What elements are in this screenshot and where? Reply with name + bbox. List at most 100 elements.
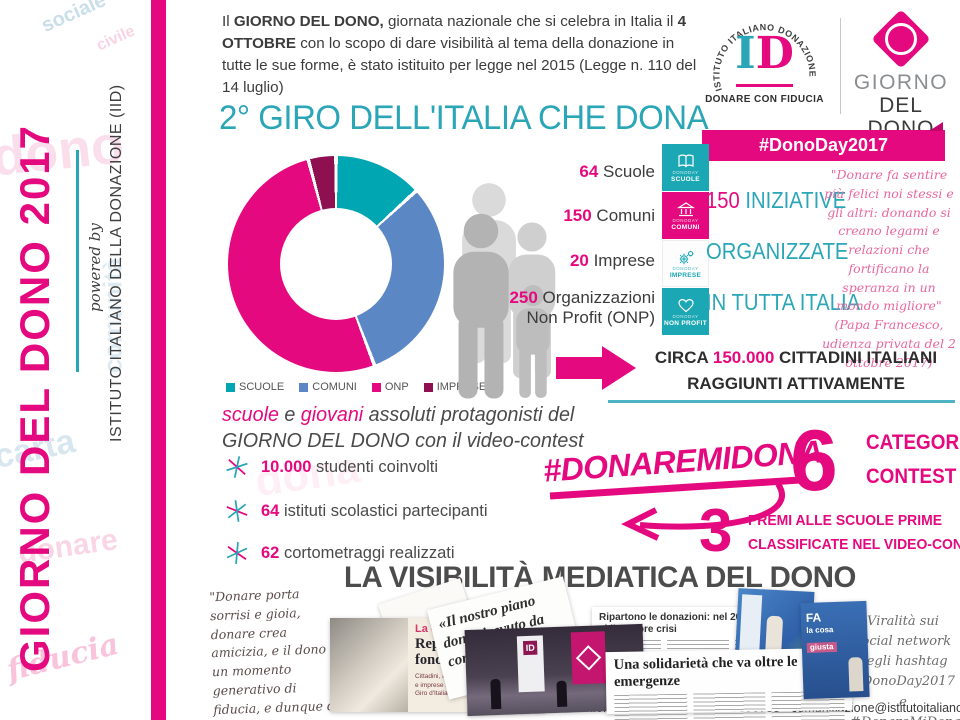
gears-icon <box>679 250 693 264</box>
six-label2: CONTEST <box>866 465 957 488</box>
magenta-accent-bar <box>151 0 166 720</box>
news-photo <box>330 618 408 712</box>
bullet-value: 10.000 <box>261 457 312 476</box>
organization-name-vertical: ISTITUTO ITALIANO DELLA DONAZIONE (IID) <box>108 84 125 442</box>
three-label2: CLASSIFICATE NEL VIDEO-CONTEST <box>748 536 960 553</box>
intro-word: assoluti protagonisti del <box>363 403 575 426</box>
badge-non-profit: DONODAY NON PROFIT <box>662 288 709 335</box>
tv-person <box>848 657 864 692</box>
monogram-d: D <box>755 28 794 79</box>
reach-statement: CIRCA 150.000 CITTADINI ITALIANI RAGGIUN… <box>636 345 956 396</box>
legend-item-scuole: SCUOLE <box>226 381 284 393</box>
monogram-i: I <box>735 28 756 79</box>
stage-banner: ID <box>516 635 545 693</box>
stage-monogram: ID <box>522 640 538 656</box>
mattarella-quote: "Donare porta sorrisi e gioia, donare cr… <box>209 584 343 720</box>
arrow-right-icon <box>556 346 636 390</box>
stage-figure <box>490 678 502 710</box>
powered-by-label: powered by <box>86 223 104 312</box>
iid-monogram: ID <box>702 32 827 76</box>
stat-value: 250 <box>509 288 538 307</box>
iid-arc-text: ISTITUTO ITALIANO DONAZIONE <box>711 22 817 92</box>
event-title-vertical: GIORNO DEL DONO 2017 <box>11 123 58 672</box>
intro-pink-word: giovani <box>300 403 364 426</box>
stat-onp: 250 Organizzazioni Non Profit (ONP) <box>505 288 655 329</box>
watermark-word: sociale <box>38 0 110 37</box>
stat-value: 150 <box>563 206 592 225</box>
iid-logo: ISTITUTO ITALIANO DONAZIONE ID DONARE CO… <box>702 8 836 128</box>
legend-label: COMUNI <box>312 381 357 393</box>
stat-value: 20 <box>569 251 589 270</box>
bullet-value: 64 <box>261 501 280 520</box>
stat-scuole: 64 Scuole <box>515 162 655 182</box>
monogram-underline <box>736 84 793 87</box>
intro-pink-word: scuole <box>222 403 279 426</box>
reach-line2: RAGGIUNTI ATTIVAMENTE <box>687 373 905 393</box>
section-title: 2° GIRO DELL'ITALIA CHE DONA <box>219 99 709 137</box>
stat-label: Comuni <box>591 206 655 225</box>
sidebar-divider-line <box>76 150 79 372</box>
stat-label: Imprese <box>588 251 655 270</box>
quote-text: "Donare porta sorrisi e gioia, donare cr… <box>209 586 339 720</box>
number-six: 6 <box>790 413 838 509</box>
badge-scuole: DONODAY SCUOLE <box>662 144 709 191</box>
logo-divider <box>840 18 841 114</box>
iniziative-line3: IN TUTTA ITALIA <box>706 289 861 315</box>
legend-swatch <box>226 382 235 392</box>
bullet-label: istituti scolastici partecipanti <box>279 501 488 520</box>
six-labels: CATEGORIE CONTEST <box>866 426 960 494</box>
hashtag-underline-arrow-icon <box>549 476 801 541</box>
iniziative-number: 150 <box>706 187 740 213</box>
person-silhouette-child <box>516 285 550 398</box>
intro-line2: GIORNO DEL DONO con il video-contest <box>222 428 584 452</box>
intro-paragraph: Il GIORNO DEL DONO, giornata nazionale c… <box>222 11 697 99</box>
tv-sidebar <box>739 594 763 656</box>
iid-tagline: DONARE CON FIDUCIA <box>705 94 824 105</box>
quote-attribution: (Papa Francesco, udienza privata del 2 o… <box>822 317 956 370</box>
asterisk-icon <box>226 542 248 564</box>
stage-banner-pink <box>570 631 607 685</box>
donoday-badges: DONODAY SCUOLE DONODAY COMUNI DONODAY IM… <box>662 144 709 336</box>
intro-text: con lo scopo di dare visibilità al tema … <box>222 34 697 96</box>
person-silhouette <box>453 213 509 399</box>
tv-screenshot-fa-la-cosa-giusta: FA la cosa giusta <box>800 600 870 700</box>
badge-comuni: DONODAY COMUNI <box>662 192 709 239</box>
asterisk-icon <box>226 456 248 478</box>
stat-label: Organizzazioni Non Profit (ONP) <box>526 288 655 328</box>
intro-text: Il <box>222 13 234 30</box>
bullet-cortometraggi: 62 cortometraggi realizzati <box>225 541 455 565</box>
reach-number: 150.000 <box>712 348 775 367</box>
intro-bold-date: 4 OTTOBRE <box>222 13 687 52</box>
six-label1: CATEGORIE <box>866 431 960 454</box>
badge-brand: DONODAY <box>672 169 699 175</box>
iniziative-line2: ORGANIZZATE <box>706 238 849 264</box>
stat-label: Scuole <box>598 162 655 181</box>
diamond-icon <box>871 9 931 69</box>
giorno-del-dono-logo: GIORNO DEL DONO <box>847 6 955 140</box>
badge-imprese: DONODAY IMPRESE <box>662 240 709 287</box>
donoday-ribbon: #DonoDay2017 <box>702 122 945 161</box>
video-contest-intro: scuole e giovani assoluti protagonisti d… <box>222 402 584 453</box>
legend-label: ONP <box>384 381 409 393</box>
badge-brand: DONODAY <box>672 313 699 319</box>
bank-icon <box>676 201 695 216</box>
intro-word: e <box>278 403 301 426</box>
horizontal-divider <box>608 400 955 403</box>
quote-text: "Donare fa sentire più felici noi stessi… <box>824 167 954 314</box>
iniziative-block: 150 INIZIATIVE ORGANIZZATE IN TUTTA ITAL… <box>706 175 861 328</box>
bullet-istituti: 64 istituti scolastici partecipanti <box>225 499 488 523</box>
badge-brand: DONODAY <box>672 217 699 223</box>
iniziative-word: INIZIATIVE <box>739 187 847 213</box>
book-icon <box>677 154 694 168</box>
legend-swatch <box>371 382 381 392</box>
tv-text: la cosa <box>806 625 834 635</box>
bullet-value: 62 <box>261 543 280 562</box>
reach-text: CIRCA <box>654 348 713 367</box>
asterisk-icon <box>226 500 248 522</box>
three-labels: PREMI ALLE SCUOLE PRIME CLASSIFICATE NEL… <box>748 509 960 557</box>
watermark-word: civile <box>94 22 138 55</box>
badge-label: NON PROFIT <box>663 319 708 327</box>
legend-item-comuni: COMUNI <box>299 381 357 393</box>
bullet-studenti: 10.000 studenti coinvolti <box>225 455 438 479</box>
